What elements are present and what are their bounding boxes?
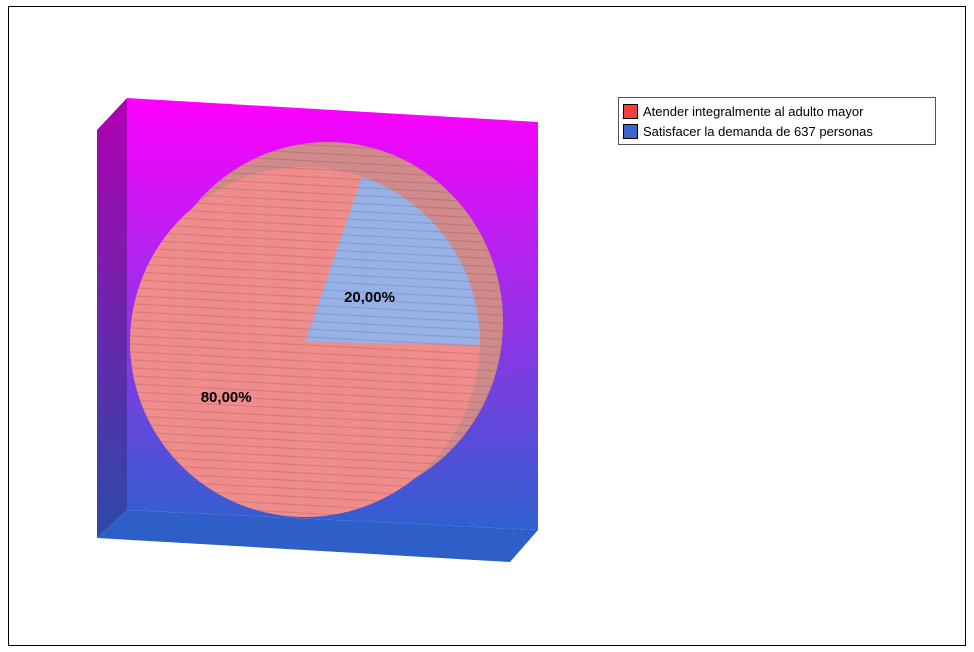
legend-label: Satisfacer la demanda de 637 personas: [643, 124, 873, 139]
legend-swatch: [623, 104, 638, 119]
pie-slice-label-0: 80,00%: [201, 389, 252, 406]
chart-wall-side: [97, 98, 127, 538]
legend-swatch: [623, 124, 638, 139]
chart-legend: Atender integralmente al adulto mayor Sat…: [618, 97, 936, 145]
legend-label: Atender integralmente al adulto mayor: [643, 104, 863, 119]
pie-slice-label-1: 20,00%: [344, 289, 395, 306]
legend-item: Atender integralmente al adulto mayor: [623, 101, 931, 121]
legend-item: Satisfacer la demanda de 637 personas: [623, 121, 931, 141]
